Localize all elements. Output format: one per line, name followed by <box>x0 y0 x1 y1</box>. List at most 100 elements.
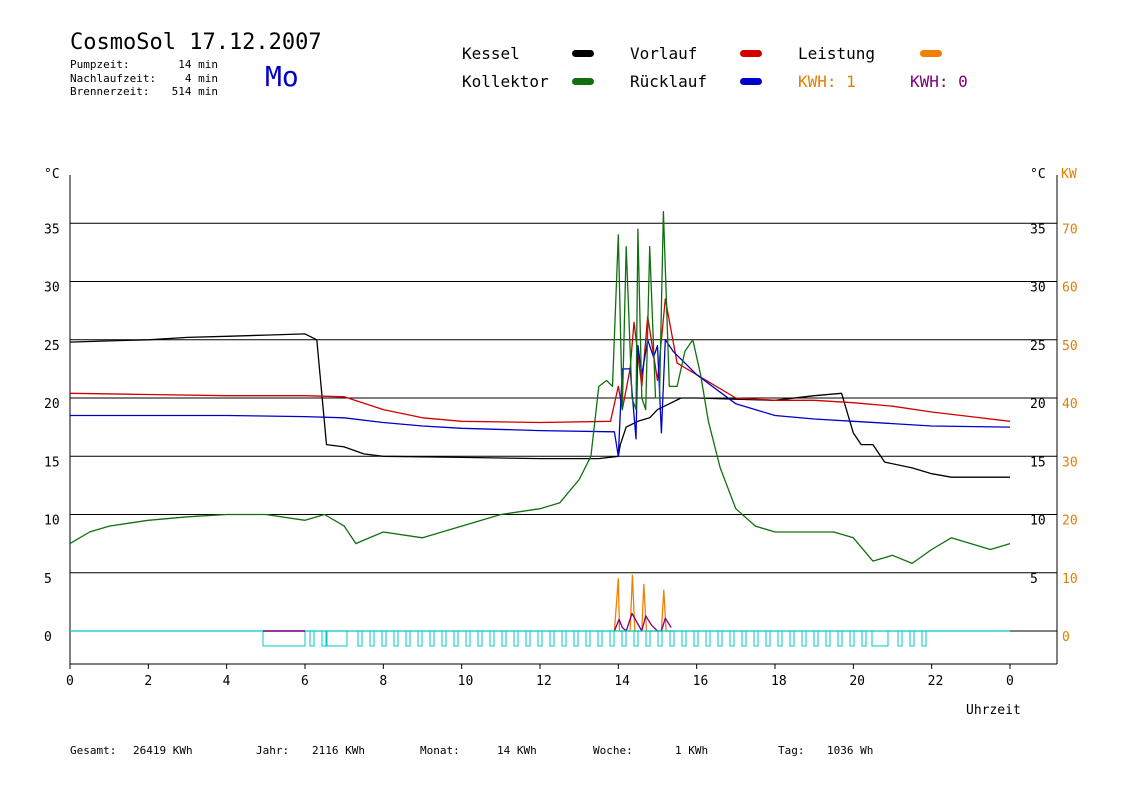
y-tick-kw: 50 <box>1062 339 1078 354</box>
total-label: Tag: <box>778 744 805 757</box>
pump-pulse <box>393 631 399 647</box>
series-line-2 <box>70 339 1011 457</box>
y-tick-kw: 40 <box>1062 397 1078 412</box>
pump-pulse <box>789 631 795 647</box>
axes <box>69 175 1058 665</box>
total-value: 1036 Wh <box>827 744 874 757</box>
pump-pulse <box>705 631 711 647</box>
pump-pulse <box>549 631 555 647</box>
pump-pulse <box>861 631 867 647</box>
pump-pulse <box>813 631 819 647</box>
y-tick-kw: 60 <box>1062 281 1078 296</box>
legend-label: KWH: 1 <box>798 72 856 91</box>
total-label: Monat: <box>420 744 460 757</box>
pump-pulse <box>921 631 927 647</box>
total-value: 14 KWh <box>497 744 537 757</box>
pump-pulse <box>897 631 903 647</box>
pump-pulse <box>537 631 543 647</box>
y-tick-right: 30 <box>1030 281 1046 296</box>
legend-label: KWH: 0 <box>910 72 968 91</box>
x-tick-label: 6 <box>301 674 309 689</box>
stat-label: Pumpzeit: <box>70 58 130 71</box>
pump-pulse <box>849 631 855 647</box>
pump-pulse <box>801 631 807 647</box>
chart-title: CosmoSol 17.12.2007 <box>70 30 322 55</box>
x-tick-label: 4 <box>223 674 231 689</box>
grid-lines <box>70 222 1057 632</box>
x-tick-label: 0 <box>1006 674 1014 689</box>
legend-label: Vorlauf <box>630 44 698 63</box>
x-tick-label: 10 <box>458 674 474 689</box>
x-tick-label: 16 <box>693 674 709 689</box>
pump-pulse <box>513 631 519 647</box>
pump-pulse <box>453 631 459 647</box>
pump-pulse <box>441 631 447 647</box>
y-tick-kw: 0 <box>1062 630 1070 645</box>
pump-pulse <box>585 631 591 647</box>
y-tick-right: 25 <box>1030 339 1046 354</box>
x-tick-label: 8 <box>379 674 387 689</box>
legend-swatch <box>920 50 942 57</box>
x-tick-label: 12 <box>536 674 552 689</box>
y-tick-left: 5 <box>44 572 52 587</box>
total-value: 1 KWh <box>675 744 709 757</box>
pump-pulse <box>525 631 531 647</box>
pump-pulse <box>837 631 843 647</box>
y-tick-left: 25 <box>44 339 60 354</box>
legend-swatch <box>740 78 762 85</box>
pump-pulse <box>717 631 723 647</box>
pump-pulse <box>825 631 831 647</box>
y-tick-right: 15 <box>1030 455 1046 470</box>
pump-pulse <box>326 631 348 647</box>
weekday-label: Mo <box>265 60 299 93</box>
pump-pulse <box>681 631 687 647</box>
pump-pulse <box>871 631 889 647</box>
pump-pulse <box>741 631 747 647</box>
pump-pulse <box>753 631 759 647</box>
pump-pulse <box>381 631 387 647</box>
x-tick-label: 14 <box>614 674 630 689</box>
pump-pulse <box>501 631 507 647</box>
x-tick-label: 0 <box>66 674 74 689</box>
pump-pulse <box>561 631 567 647</box>
pump-pulse <box>309 631 315 647</box>
pump-pulse <box>477 631 483 647</box>
y-tick-right: 5 <box>1030 572 1038 587</box>
y-tick-left: 0 <box>44 630 52 645</box>
pump-pulse <box>633 631 639 647</box>
x-tick-label: 2 <box>144 674 152 689</box>
pump-pulse <box>465 631 471 647</box>
pump-pulse <box>369 631 375 647</box>
legend-label: Kessel <box>462 44 520 63</box>
pump-activity-bar <box>70 630 1010 647</box>
y-tick-left: 30 <box>44 281 60 296</box>
pump-pulse <box>417 631 423 647</box>
y-axis-label-left: °C <box>44 167 60 182</box>
pump-pulse <box>262 631 306 647</box>
pump-pulse <box>573 631 579 647</box>
pump-pulse <box>321 631 327 647</box>
pump-pulse <box>429 631 435 647</box>
total-label: Woche: <box>593 744 633 757</box>
y-tick-kw: 70 <box>1062 222 1078 237</box>
x-tick-label: 18 <box>771 674 787 689</box>
y-tick-right: 35 <box>1030 222 1046 237</box>
y-axis-label-right: °C <box>1030 167 1046 182</box>
total-label: Jahr: <box>256 744 290 757</box>
stat-value: 514 min <box>171 85 218 98</box>
pump-pulse <box>621 631 627 647</box>
stat-label: Nachlaufzeit: <box>70 71 157 85</box>
x-axis-label: Uhrzeit <box>966 703 1021 718</box>
pump-pulse <box>489 631 495 647</box>
y-axis-label-kw: KW <box>1061 167 1077 182</box>
y-tick-kw: 30 <box>1062 455 1078 470</box>
legend-swatch <box>740 50 762 57</box>
y-tick-left: 35 <box>44 222 60 237</box>
pump-pulse <box>909 631 915 647</box>
pump-pulse <box>669 631 675 647</box>
total-label: Gesamt: <box>70 744 117 757</box>
legend-swatch <box>572 50 594 57</box>
legend-label: Leistung <box>798 44 876 63</box>
tick-labels: 0510152025303551015202530350102030405060… <box>44 167 1078 718</box>
stat-label: Brennerzeit: <box>70 85 150 98</box>
